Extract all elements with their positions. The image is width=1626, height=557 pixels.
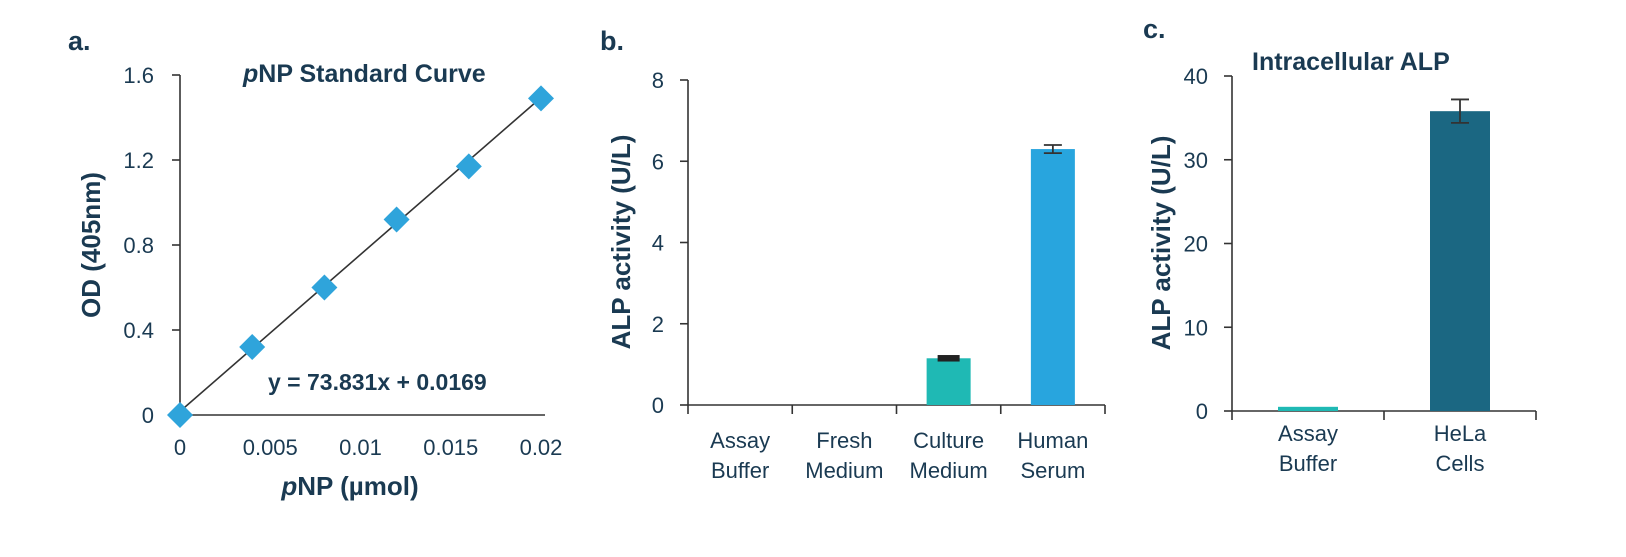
panel-a-x-label-italic: p	[280, 471, 297, 501]
panel-b-category-label: Culture	[913, 428, 984, 453]
panel-b-y-ticks: 0 2 4 6 8	[652, 68, 688, 418]
panel-b-y-tick-label: 4	[652, 231, 664, 256]
panel-a-x-tick-label: 0.015	[423, 435, 478, 460]
panel-a: a. pNP Standard Curve 00.40.81.21.6 0 0.0…	[68, 26, 562, 501]
panel-a-letter: a.	[68, 26, 91, 56]
panel-b: b. 0 2 4 6 8 Assay Buffer Fresh Medium Culture Me…	[600, 26, 1106, 483]
panel-a-data-point	[528, 85, 554, 112]
panel-a-y-tick-label: 0.4	[123, 318, 154, 343]
panel-b-bar	[926, 358, 971, 405]
panel-b-y-tick-label: 0	[652, 393, 664, 418]
panel-a-title: pNP Standard Curve	[242, 60, 486, 88]
panel-a-equation: y = 73.831x + 0.0169	[268, 369, 487, 395]
panel-a-data-point	[383, 206, 410, 233]
panel-c-bars	[1278, 98, 1490, 412]
panel-a-x-label: pNP (µmol)	[280, 471, 418, 501]
panel-b-letter: b.	[600, 26, 624, 56]
panel-a-x-ticks: 0 0.005 0.01 0.015 0.02	[174, 435, 563, 460]
panel-a-data-point	[311, 274, 338, 301]
panel-a-x-tick-label: 0.01	[339, 435, 382, 460]
panel-b-categories: Assay Buffer Fresh Medium Culture Medium Human…	[710, 428, 1088, 483]
panel-b-y-tick-label: 8	[652, 68, 664, 93]
panel-c-y-tick-label: 10	[1184, 315, 1208, 340]
panel-b-y-tick-label: 2	[652, 312, 664, 337]
panel-b-y-label: ALP activity (U/L)	[606, 135, 636, 350]
panel-b-category-label: Medium	[910, 458, 988, 483]
panel-a-y-ticks: 0 0.4 0.8 1.2 1.6	[123, 63, 180, 428]
panel-b-category-label: Buffer	[711, 458, 769, 483]
panel-b-category-label: Fresh	[816, 428, 872, 453]
panel-a-x-tick-label: 0.005	[243, 435, 298, 460]
panel-c: c. Intracellular ALP 0 10 20 30 40 Assay Buff…	[1143, 14, 1537, 476]
panel-a-points	[167, 85, 554, 428]
panel-a-y-tick-label: 1.2	[123, 148, 154, 173]
panel-c-category-label: Buffer	[1279, 451, 1337, 476]
panel-b-category-label: Assay	[710, 428, 770, 453]
panel-c-categories: Assay Buffer HeLa Cells	[1278, 421, 1487, 476]
panel-c-x-ticks	[1231, 411, 1537, 420]
panel-c-category-label: HeLa	[1434, 421, 1487, 446]
panel-c-y-tick-label: 0	[1196, 399, 1208, 424]
panel-b-error-bar	[937, 355, 960, 362]
panel-c-letter: c.	[1143, 14, 1166, 44]
panel-c-y-tick-label: 30	[1184, 148, 1208, 173]
panel-c-y-tick-label: 40	[1184, 64, 1208, 89]
panel-a-x-tick-label: 0	[174, 435, 186, 460]
panel-c-bar	[1430, 111, 1490, 412]
panel-a-data-point	[455, 153, 482, 180]
panel-b-bars	[926, 144, 1075, 405]
panel-a-data-point	[167, 402, 193, 428]
panel-b-category-label: Medium	[805, 458, 883, 483]
panel-a-y-tick-label: 1.6	[123, 63, 154, 88]
panel-c-bar	[1278, 406, 1338, 411]
panel-c-category-label: Assay	[1278, 421, 1338, 446]
panel-b-y-tick-label: 6	[652, 149, 664, 174]
panel-a-x-tick-label: 0.02	[520, 435, 563, 460]
panel-b-bar	[1030, 149, 1075, 405]
panel-b-category-label: Human	[1017, 428, 1088, 453]
panel-b-x-ticks	[687, 405, 1106, 414]
panel-a-title-italic: p	[242, 60, 258, 88]
panel-c-y-label: ALP activity (U/L)	[1146, 136, 1176, 351]
panel-a-y-label: OD (405nm)	[76, 172, 106, 318]
panel-a-trendline	[179, 97, 542, 413]
panel-a-data-point	[239, 334, 266, 360]
panel-a-title-rest: NP Standard Curve	[258, 60, 485, 88]
panel-a-x-label-rest: NP (µmol)	[297, 471, 418, 501]
panel-c-title: Intracellular ALP	[1252, 48, 1450, 76]
panel-a-y-tick-label: 0	[142, 403, 154, 428]
panel-a-y-tick-label: 0.8	[123, 233, 154, 258]
panel-c-y-ticks: 0 10 20 30 40	[1184, 64, 1232, 424]
panel-c-y-tick-label: 20	[1184, 232, 1208, 257]
panel-c-category-label: Cells	[1436, 451, 1485, 476]
panel-b-category-label: Serum	[1020, 458, 1085, 483]
